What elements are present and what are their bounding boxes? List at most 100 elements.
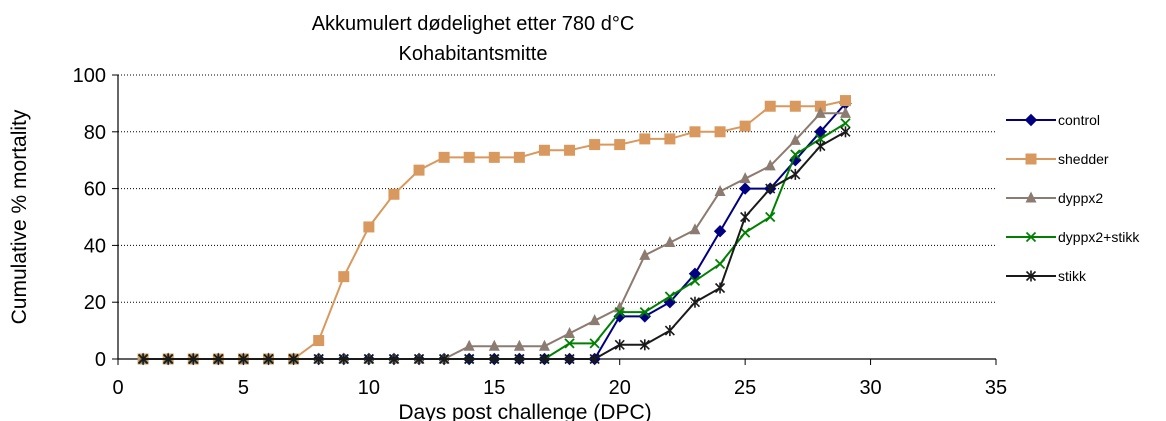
x-tick-label: 10 <box>358 377 380 399</box>
data-point <box>714 258 726 269</box>
data-point <box>664 291 676 302</box>
data-point <box>313 353 324 365</box>
data-point <box>765 183 776 195</box>
data-point <box>538 339 550 351</box>
legend-item: control <box>1006 112 1100 128</box>
data-point <box>714 282 726 294</box>
y-tick-label: 80 <box>84 122 106 144</box>
data-point <box>614 301 626 313</box>
data-point <box>714 126 726 138</box>
legend-item: shedder <box>1006 151 1109 167</box>
legend-swatch-marker <box>1025 231 1037 243</box>
data-point <box>739 120 751 132</box>
data-point <box>438 151 450 163</box>
data-point <box>589 338 600 349</box>
data-point <box>263 353 274 365</box>
data-point <box>388 353 400 365</box>
series-stikk <box>138 126 851 365</box>
x-tick-label: 30 <box>859 377 881 399</box>
legend-label: dyppx2 <box>1058 190 1103 206</box>
data-point <box>639 133 651 145</box>
marker-stroke <box>639 307 650 318</box>
y-tick-labels: 0 20 40 60 80 100 <box>73 65 106 371</box>
marker-stroke <box>564 338 575 349</box>
legend-swatch-marker <box>1025 191 1037 203</box>
data-point <box>589 314 601 326</box>
legend-item: dyppx2 <box>1006 190 1103 206</box>
data-point <box>689 126 701 138</box>
data-point <box>338 271 350 283</box>
data-point <box>740 211 751 223</box>
y-tick-label: 0 <box>95 349 106 371</box>
data-point <box>789 133 801 145</box>
chart-title-line2: Kohabitantsmitte <box>399 43 548 65</box>
y-tick-label: 60 <box>84 179 106 201</box>
data-point <box>689 296 701 308</box>
data-point <box>564 144 576 156</box>
chart-title-line1: Akkumulert dødelighet etter 780 d°C <box>312 13 635 35</box>
data-point <box>740 227 751 238</box>
legend-label: dyppx2+stikk <box>1058 229 1140 245</box>
data-point <box>839 106 851 118</box>
series-shedder <box>137 95 851 365</box>
series-line <box>143 130 846 360</box>
legend: control shedder dyppx2 dyppx2+stikk stikk <box>1006 112 1140 284</box>
marker-stroke <box>740 227 751 238</box>
x-tick-label: 5 <box>238 377 249 399</box>
data-point <box>538 144 550 156</box>
data-point <box>488 151 500 163</box>
x-tick-label: 0 <box>112 377 123 399</box>
data-point <box>764 159 776 171</box>
marker-stroke <box>664 291 676 302</box>
data-point <box>238 353 249 365</box>
gridlines <box>118 74 996 303</box>
y-tick-label: 100 <box>73 65 106 87</box>
y-axis-label: Cumulative % mortality <box>8 109 31 324</box>
marker-stroke <box>765 211 776 223</box>
data-point <box>790 168 801 180</box>
legend-swatch-marker <box>1024 113 1038 127</box>
data-point <box>363 221 375 233</box>
data-point <box>739 172 751 184</box>
data-point <box>463 151 475 163</box>
x-axis-label: Days post challenge (DPC) <box>398 401 651 421</box>
data-point <box>188 353 199 365</box>
data-point <box>789 100 801 112</box>
marker-stroke <box>1025 231 1037 243</box>
data-point <box>814 125 827 139</box>
data-point <box>539 353 550 365</box>
data-point <box>463 339 475 351</box>
series-line <box>143 112 846 360</box>
data-point <box>738 182 752 195</box>
legend-swatch-marker <box>1025 153 1037 165</box>
data-point <box>439 353 450 365</box>
marker-stroke <box>689 275 701 287</box>
legend-swatch-marker <box>1025 270 1037 282</box>
data-point <box>688 267 702 281</box>
data-point <box>840 126 851 138</box>
marker-stroke <box>714 258 726 269</box>
data-point <box>513 151 525 163</box>
data-point <box>714 184 726 196</box>
x-tick-label: 20 <box>609 377 631 399</box>
axes <box>112 74 997 365</box>
data-point <box>840 118 851 129</box>
legend-label: shedder <box>1058 151 1109 167</box>
data-point <box>614 307 625 318</box>
x-tick-labels: 0 5 10 15 20 25 30 35 <box>112 377 1007 399</box>
marker-stroke <box>589 338 600 349</box>
marker-stroke <box>614 307 625 318</box>
data-point <box>564 338 575 349</box>
data-point <box>388 188 400 200</box>
data-point <box>489 353 500 365</box>
data-point <box>713 224 727 238</box>
x-tick-label: 35 <box>985 377 1007 399</box>
legend-label: stikk <box>1058 268 1087 284</box>
data-point <box>664 325 675 337</box>
data-point <box>413 353 425 365</box>
data-point <box>639 307 650 318</box>
marker-stroke <box>790 149 801 160</box>
data-point <box>764 100 776 112</box>
data-point <box>614 139 626 151</box>
